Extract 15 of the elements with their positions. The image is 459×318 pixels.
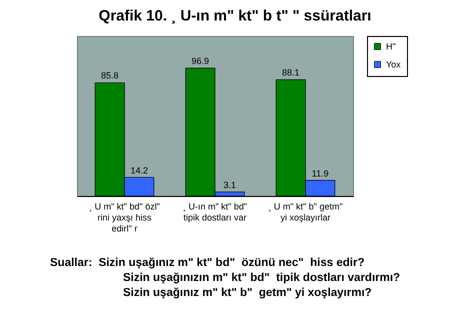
data-label: 85.8 — [101, 70, 119, 81]
text: Sizin uşağınız m" kt" b" getm" yi xoşlayırmı? — [122, 286, 373, 301]
legend-label: H" — [386, 42, 396, 52]
x-tick-label: ¸ U m" kt" bd" özl" rini yaxşı hiss edirl" r — [89, 202, 160, 234]
data-label: 11.9 — [312, 168, 329, 178]
x-tick-label: ¸ U m" kt" b" getm" yi xoşlayırlar — [268, 202, 343, 222]
text: Sizin uşağınızın m" kt" bd" tipik dostları vardırmı? — [122, 271, 400, 286]
data-label: 96.9 — [192, 56, 210, 66]
data-label: 3.1 — [223, 180, 236, 190]
chart-title: Qrafik 10. ¸ U-ın m" kt" b t" " ssüratları — [98, 8, 372, 24]
data-label: 14.2 — [130, 165, 148, 176]
x-tick-label: ¸ U-ın m" kt" bd" tipik dostları var — [182, 202, 248, 222]
legend-label: Yox — [386, 60, 402, 70]
data-label: 88.1 — [282, 68, 300, 78]
text: Suallar: Sizin uşağınız m" kt" bd" özünü nec" hiss edir? — [50, 256, 366, 271]
